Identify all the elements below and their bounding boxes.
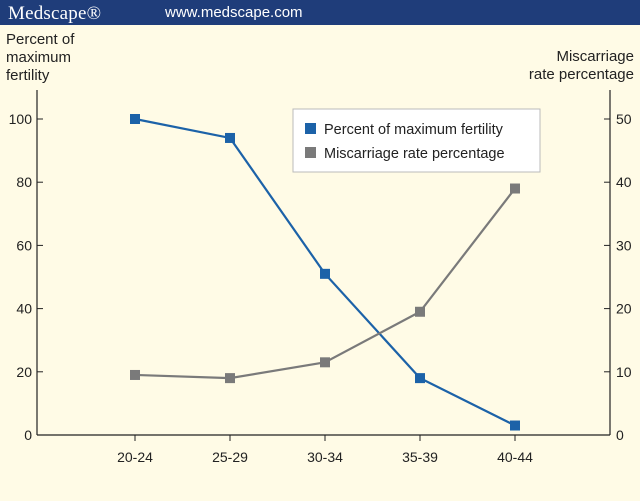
x-tick-label: 40-44	[497, 449, 533, 465]
left-axis-title-line: fertility	[6, 67, 50, 84]
data-point-fertility	[320, 268, 330, 279]
left-tick-label: 40	[16, 301, 32, 317]
medscape-logo: Medscape®	[8, 3, 102, 24]
data-point-fertility	[415, 373, 425, 384]
right-tick-label: 30	[616, 237, 632, 253]
right-tick-label: 20	[616, 301, 632, 317]
left-tick-label: 0	[24, 427, 32, 443]
left-axis-title-line: maximum	[6, 49, 71, 66]
data-point-fertility	[225, 132, 235, 143]
legend-swatch	[305, 147, 316, 158]
right-axis-title-line: Miscarriage	[556, 48, 634, 65]
legend-label: Percent of maximum fertility	[324, 122, 504, 138]
data-point-miscarriage	[320, 357, 330, 368]
site-url: www.medscape.com	[165, 4, 303, 21]
data-point-miscarriage	[415, 306, 425, 317]
data-point-miscarriage	[510, 183, 520, 194]
left-tick-label: 60	[16, 237, 32, 253]
x-tick-label: 35-39	[402, 449, 438, 465]
data-point-fertility	[130, 114, 140, 124]
header-banner: Medscape® www.medscape.com	[0, 0, 640, 25]
legend-swatch	[305, 123, 316, 134]
chart-area: Percent of maximum fertility Miscarriage rat…	[0, 25, 640, 501]
data-point-miscarriage	[130, 369, 140, 380]
legend-box	[292, 108, 541, 173]
left-axis-title-line: Percent of	[6, 31, 75, 48]
left-tick-label: 80	[16, 174, 32, 190]
left-tick-label: 100	[9, 111, 33, 127]
right-axis-title-line: rate percentage	[529, 66, 634, 83]
x-tick-label: 30-34	[307, 449, 343, 465]
series-line-miscarriage	[134, 187, 516, 380]
data-point-fertility	[510, 420, 520, 431]
right-tick-label: 0	[616, 427, 624, 443]
x-tick-label: 25-29	[212, 449, 248, 465]
right-tick-label: 40	[616, 174, 632, 190]
left-tick-label: 20	[16, 364, 32, 380]
x-tick-label: 20-24	[117, 449, 153, 465]
data-point-miscarriage	[225, 373, 235, 384]
right-tick-label: 10	[616, 364, 632, 380]
legend-label: Miscarriage rate percentage	[324, 146, 505, 162]
right-tick-label: 50	[616, 111, 632, 127]
